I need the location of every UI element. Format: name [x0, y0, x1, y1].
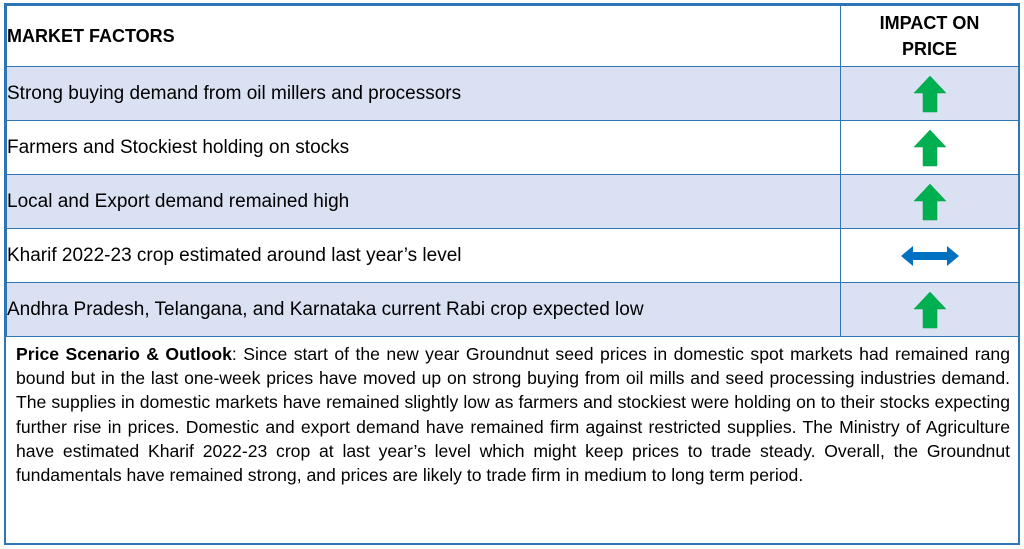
outlook-label: Price Scenario & Outlook: [16, 344, 232, 364]
up-arrow-icon: [912, 291, 947, 328]
impact-cell: [840, 66, 1019, 121]
market-factors-table: MARKET FACTORS IMPACT ON PRICE Strong bu…: [6, 5, 1019, 337]
factor-cell: Local and Export demand remained high: [6, 174, 841, 229]
factor-cell: Andhra Pradesh, Telangana, and Karnataka…: [6, 282, 841, 337]
left-right-arrow-icon: [900, 245, 959, 266]
up-arrow-icon: [912, 129, 947, 166]
table-header-row: MARKET FACTORS IMPACT ON PRICE: [6, 5, 1019, 67]
factor-cell: Kharif 2022-23 crop estimated around las…: [6, 228, 841, 283]
market-factors-panel: MARKET FACTORS IMPACT ON PRICE Strong bu…: [4, 3, 1020, 545]
table-row: Local and Export demand remained high: [6, 174, 1019, 229]
impact-on-price-header: IMPACT ON PRICE: [840, 5, 1019, 67]
outlook-text: : Since start of the new year Groundnut …: [16, 344, 1010, 486]
table-row: Farmers and Stockiest holding on stocks: [6, 120, 1019, 175]
price-outlook-paragraph: Price Scenario & Outlook: Since start of…: [6, 337, 1018, 487]
up-arrow-icon: [912, 183, 947, 220]
impact-cell: [840, 120, 1019, 175]
impact-cell: [840, 282, 1019, 337]
table-row: Strong buying demand from oil millers an…: [6, 66, 1019, 121]
market-factors-header: MARKET FACTORS: [6, 5, 841, 67]
up-arrow-icon: [912, 75, 947, 112]
factor-cell: Strong buying demand from oil millers an…: [6, 66, 841, 121]
table-row: Kharif 2022-23 crop estimated around las…: [6, 228, 1019, 283]
impact-cell: [840, 174, 1019, 229]
factor-cell: Farmers and Stockiest holding on stocks: [6, 120, 841, 175]
table-row: Andhra Pradesh, Telangana, and Karnataka…: [6, 282, 1019, 337]
impact-cell: [840, 228, 1019, 283]
